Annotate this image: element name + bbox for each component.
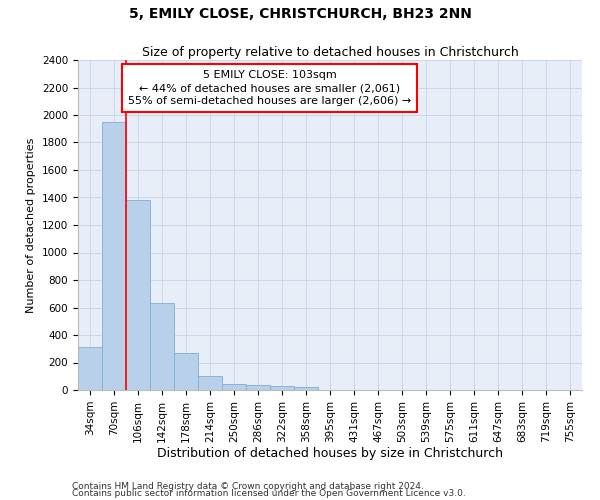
Bar — [246, 385, 270, 390]
Bar — [174, 353, 198, 390]
Text: Contains public sector information licensed under the Open Government Licence v3: Contains public sector information licen… — [72, 490, 466, 498]
Title: Size of property relative to detached houses in Christchurch: Size of property relative to detached ho… — [142, 46, 518, 59]
Bar — [294, 386, 318, 390]
Bar — [150, 304, 174, 390]
Bar — [78, 346, 102, 390]
Text: 5 EMILY CLOSE: 103sqm
← 44% of detached houses are smaller (2,061)
55% of semi-d: 5 EMILY CLOSE: 103sqm ← 44% of detached … — [128, 70, 411, 106]
Bar — [126, 200, 150, 390]
Bar — [198, 376, 222, 390]
Text: 5, EMILY CLOSE, CHRISTCHURCH, BH23 2NN: 5, EMILY CLOSE, CHRISTCHURCH, BH23 2NN — [128, 8, 472, 22]
Bar — [222, 384, 246, 390]
X-axis label: Distribution of detached houses by size in Christchurch: Distribution of detached houses by size … — [157, 448, 503, 460]
Y-axis label: Number of detached properties: Number of detached properties — [26, 138, 37, 312]
Text: Contains HM Land Registry data © Crown copyright and database right 2024.: Contains HM Land Registry data © Crown c… — [72, 482, 424, 491]
Bar — [270, 386, 294, 390]
Bar — [102, 122, 126, 390]
